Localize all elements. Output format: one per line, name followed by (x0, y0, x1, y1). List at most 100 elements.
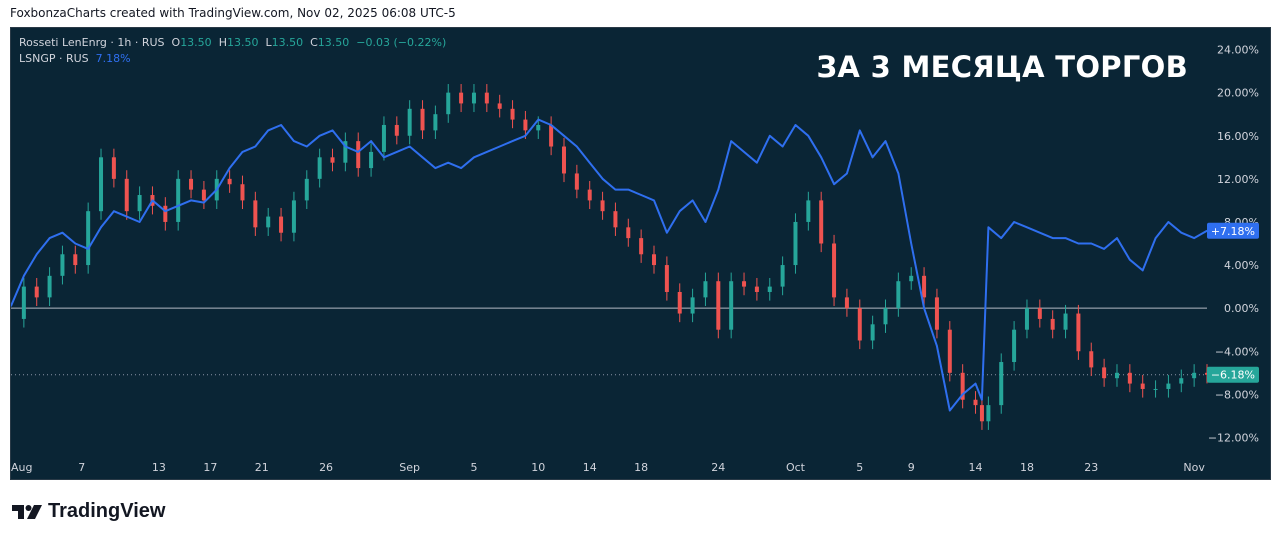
candle-body (330, 157, 335, 163)
candle-body (819, 200, 824, 244)
compare-series-point (576, 145, 578, 148)
chart-legend: Rosseti LenEnrg · 1h · RUS O13.50 H13.50… (19, 35, 446, 67)
compare-series-point (293, 140, 295, 142)
candle-body (934, 297, 939, 330)
y-tick-label: −12.00% (1208, 431, 1259, 444)
candle-body (986, 405, 991, 422)
compare-series-point (87, 248, 89, 250)
compare-series-point (717, 188, 720, 191)
compare-series-point (280, 124, 282, 126)
y-tick-label: 20.00% (1217, 87, 1259, 100)
compare-series-point (948, 409, 951, 412)
compare-series-point (511, 140, 514, 142)
compare-series-point (807, 134, 810, 137)
candle-body (201, 189, 206, 201)
compare-series-point (125, 215, 128, 218)
candle-body (947, 329, 952, 373)
candle-body (613, 211, 618, 228)
candle-body (176, 178, 181, 222)
compare-series-point (730, 140, 732, 142)
candle-body (446, 92, 451, 115)
compare-series-point (447, 161, 450, 164)
compare-series-point (177, 204, 179, 207)
compare-series-point (691, 199, 694, 202)
candle-body (227, 178, 232, 185)
candle-body (561, 146, 566, 174)
candle-body (574, 173, 579, 190)
candle-body (793, 221, 798, 266)
x-tick-label: Nov (1183, 461, 1205, 474)
compare-series-legend: LSNGP · RUS 7.18% (19, 51, 446, 67)
candle-body (240, 184, 245, 201)
compare-series-point (254, 145, 257, 148)
candle-body (60, 254, 65, 276)
close-label: C (310, 36, 318, 49)
compare-series-point (768, 134, 771, 137)
compare-series-point (203, 201, 205, 204)
candle-body (1037, 308, 1042, 319)
candle-body (754, 286, 759, 292)
chart-panel[interactable]: 24.00% 20.00% 16.00% 12.00% 8.00% 4.00% 0.00% −… (10, 27, 1271, 480)
candle-body (34, 286, 39, 298)
candle-body (497, 103, 502, 109)
candle-body (600, 200, 605, 212)
candle-body (343, 141, 348, 163)
compare-series-point (614, 188, 617, 191)
candle-body (677, 291, 682, 314)
candle-body (484, 92, 489, 104)
y-tick-label: −4.00% (1215, 345, 1259, 358)
compare-series-point (1051, 237, 1054, 239)
price-badge-label: +7.18% (1211, 225, 1255, 238)
price-badge-label: −6.18% (1211, 369, 1255, 382)
compare-series-point (331, 129, 334, 132)
overlay-title: ЗА 3 МЕСЯЦА ТОРГОВ (816, 50, 1188, 84)
candle-body (587, 189, 592, 201)
compare-series-point (74, 242, 77, 245)
compare-series-point (756, 161, 758, 164)
compare-series-point (781, 145, 784, 148)
candle-body (999, 362, 1004, 406)
compare-series-point (563, 134, 565, 137)
compare-series-point (473, 156, 475, 159)
compare-series-point (498, 145, 501, 148)
compare-series-point (846, 172, 848, 175)
compare-series-point (627, 188, 630, 191)
chart-canvas[interactable]: 24.00%20.00%16.00%12.00%8.00%4.00%0.00%−… (11, 28, 1270, 479)
main-series-name: Rosseti LenEnrg · 1h · RUS (19, 36, 165, 49)
x-tick-label: 17 (203, 461, 217, 474)
compare-series-point (1000, 237, 1003, 239)
x-tick-label: 23 (1084, 461, 1098, 474)
candle-body (780, 265, 785, 287)
candle-body (1024, 308, 1029, 330)
compare-series-point (653, 199, 655, 202)
candle-body (960, 372, 965, 400)
compare-series-point (794, 124, 797, 126)
compare-series-name: LSNGP · RUS (19, 52, 89, 65)
compare-series-point (486, 151, 488, 153)
compare-series-point (215, 188, 218, 191)
candle-body (1179, 378, 1184, 384)
candle-body (304, 178, 309, 201)
compare-series-line (11, 118, 1208, 412)
main-series-legend: Rosseti LenEnrg · 1h · RUS O13.50 H13.50… (19, 35, 446, 51)
compare-series-point (833, 183, 835, 186)
candle-body (664, 265, 669, 292)
compare-series-point (974, 382, 977, 385)
compare-series-point (884, 140, 887, 142)
compare-series-point (588, 161, 591, 164)
x-tick-label: 10 (531, 461, 545, 474)
x-tick-label: Sep (399, 461, 420, 474)
compare-series-point (61, 231, 64, 234)
price-badge (1207, 222, 1259, 239)
compare-series-point (460, 167, 462, 169)
compare-series-point (1103, 248, 1105, 250)
x-tick-label: 24 (711, 461, 725, 474)
candle-body (767, 286, 772, 292)
x-tick-label: 9 (908, 461, 915, 474)
candle-body (832, 243, 837, 298)
compare-series-point (1026, 226, 1028, 229)
candle-body (536, 124, 541, 131)
candle-body (922, 275, 927, 298)
compare-series-point (743, 151, 745, 153)
candle-body (407, 108, 412, 136)
